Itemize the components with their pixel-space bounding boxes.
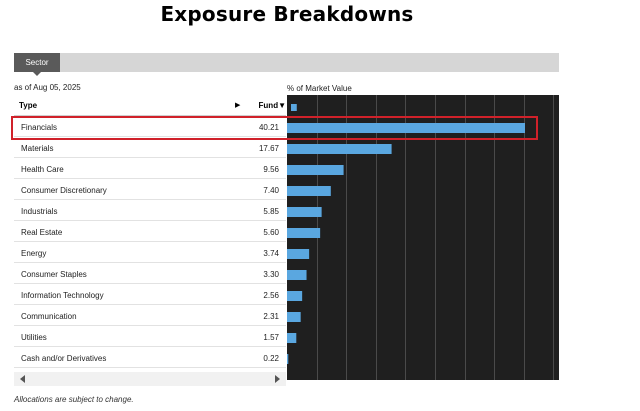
row-sector-name: Real Estate [21, 228, 63, 237]
as-of-date: as of Aug 05, 2025 [14, 83, 81, 92]
market-value-label: % of Market Value [287, 84, 352, 93]
row-sector-name: Consumer Staples [21, 270, 87, 279]
row-fund-value: 0.22 [263, 354, 279, 363]
row-sector-name: Utilities [21, 333, 47, 342]
column-header-fund[interactable]: Fund▼ [258, 101, 286, 110]
chart-bar [287, 333, 297, 343]
table-row: Energy 3.74 [14, 242, 286, 263]
row-fund-value: 2.31 [263, 312, 279, 321]
table-row: Utilities 1.57 [14, 326, 286, 347]
chart-bar-header [291, 104, 297, 111]
row-sector-name: Industrials [21, 207, 58, 216]
row-fund-value: 17.67 [258, 144, 279, 153]
table-row: Real Estate 5.60 [14, 221, 286, 242]
row-fund-value: 40.21 [258, 123, 279, 132]
row-sector-name: Materials [21, 144, 54, 153]
row-fund-value: 9.56 [263, 165, 279, 174]
row-fund-value: 5.60 [263, 228, 279, 237]
column-header-fund-label: Fund [258, 101, 279, 110]
table-header: Type ▶ Fund▼ [14, 95, 286, 116]
triangle-right-icon[interactable]: ▶ [235, 102, 241, 109]
row-sector-name: Health Care [21, 165, 64, 174]
chart-bar [287, 186, 331, 196]
table-row: Financials 40.21 [14, 116, 286, 137]
row-sector-name: Energy [21, 249, 47, 258]
row-sector-name: Information Technology [21, 291, 104, 300]
chart-bar [287, 144, 392, 154]
row-sector-name: Financials [21, 123, 58, 132]
chart-bar [287, 165, 344, 175]
row-fund-value: 3.30 [263, 270, 279, 279]
page-title: Exposure Breakdowns [160, 2, 414, 26]
table-row: Consumer Staples 3.30 [14, 263, 286, 284]
table-row: Communication 2.31 [14, 305, 286, 326]
sector-table: Type ▶ Fund▼ Financials 40.21 Materials 17.… [14, 95, 286, 368]
chart-bar [287, 228, 321, 238]
table-row: Information Technology 2.56 [14, 284, 286, 305]
row-fund-value: 5.85 [263, 207, 279, 216]
chart-bar [287, 207, 322, 217]
scroll-left-icon[interactable] [20, 375, 25, 383]
row-sector-name: Consumer Discretionary [21, 186, 107, 195]
market-value-bar-chart [287, 95, 559, 380]
table-body: Financials 40.21 Materials 17.67 Health Care… [14, 116, 286, 368]
chart-bar [287, 123, 525, 133]
chart-background [287, 95, 559, 380]
chart-bar [287, 312, 301, 322]
chart-bar [287, 270, 307, 280]
chart-bar [287, 249, 310, 259]
column-header-type[interactable]: Type [19, 101, 38, 110]
row-fund-value: 1.57 [263, 333, 279, 342]
footnote: Allocations are subject to change. [14, 395, 134, 404]
tab-sector[interactable]: Sector [14, 53, 60, 72]
row-fund-value: 2.56 [263, 291, 279, 300]
table-row: Industrials 5.85 [14, 200, 286, 221]
row-fund-value: 7.40 [263, 186, 279, 195]
tab-bar [14, 53, 559, 72]
chart-bar [287, 354, 289, 364]
row-sector-name: Communication [21, 312, 77, 321]
tab-pointer-icon [33, 72, 41, 76]
row-fund-value: 3.74 [263, 249, 279, 258]
row-sector-name: Cash and/or Derivatives [21, 354, 107, 363]
table-row: Health Care 9.56 [14, 158, 286, 179]
horizontal-scrollbar[interactable] [14, 372, 286, 386]
scroll-right-icon[interactable] [275, 375, 280, 383]
table-row: Consumer Discretionary 7.40 [14, 179, 286, 200]
table-row: Cash and/or Derivatives 0.22 [14, 347, 286, 368]
table-row: Materials 17.67 [14, 137, 286, 158]
chart-bar [287, 291, 303, 301]
